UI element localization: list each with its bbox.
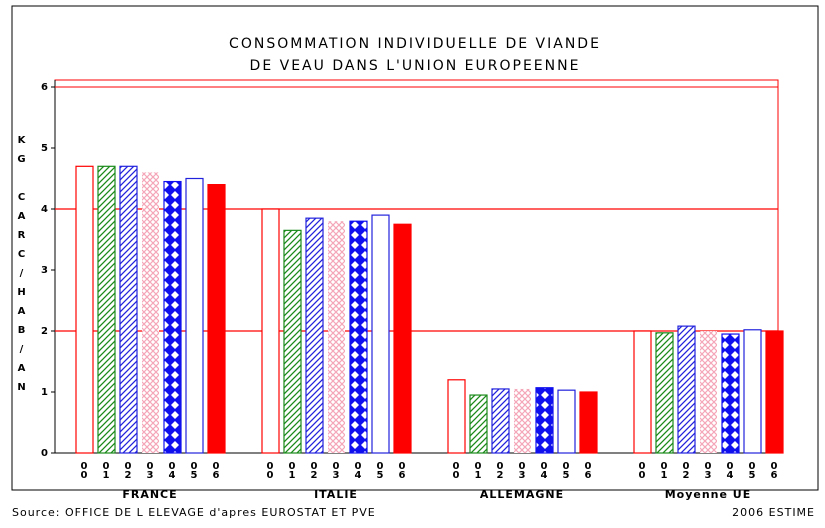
x-tick-label: 01 xyxy=(287,461,298,479)
y-tick-label: 3 xyxy=(41,265,48,276)
x-tick-label: 02 xyxy=(309,461,320,479)
x-tick-label: 02 xyxy=(681,461,692,479)
bar xyxy=(633,330,652,454)
y-axis-label: KG CARC/HAB/AN xyxy=(16,135,27,401)
bar xyxy=(700,331,717,453)
group-label: ITALIE xyxy=(314,488,358,501)
x-tick-label: 04 xyxy=(167,461,178,479)
bar xyxy=(207,184,226,454)
x-tick-label: 05 xyxy=(747,461,758,479)
bar xyxy=(75,165,94,454)
bar xyxy=(261,208,280,454)
y-tick-label: 4 xyxy=(41,204,48,215)
x-tick-label: 03 xyxy=(145,461,156,479)
bar xyxy=(514,388,531,453)
bar xyxy=(283,229,302,454)
y-tick-label: 6 xyxy=(41,82,48,93)
bar xyxy=(469,394,488,454)
bar xyxy=(142,172,159,453)
y-tick-label: 1 xyxy=(41,387,48,398)
group-label: FRANCE xyxy=(122,488,177,501)
y-tick-label: 5 xyxy=(41,143,48,154)
x-tick-label: 00 xyxy=(265,461,276,479)
bar xyxy=(721,333,740,454)
x-tick-label: 01 xyxy=(659,461,670,479)
x-tick-label: 00 xyxy=(451,461,462,479)
bar xyxy=(677,325,696,454)
bar xyxy=(447,379,466,454)
outer-frame xyxy=(11,5,819,491)
bar xyxy=(765,330,784,454)
note: 2006 ESTIME xyxy=(732,506,815,519)
bar xyxy=(305,217,324,454)
x-tick-label: 06 xyxy=(211,461,222,479)
y-tick-label: 0 xyxy=(41,448,48,459)
x-tick-label: 00 xyxy=(637,461,648,479)
bar xyxy=(579,391,598,454)
bar xyxy=(743,329,762,454)
bar xyxy=(557,389,576,454)
x-tick-label: 04 xyxy=(353,461,364,479)
group-label: ALLEMAGNE xyxy=(480,488,564,501)
x-tick-label: 02 xyxy=(123,461,134,479)
group-label: Moyenne UE xyxy=(665,488,752,501)
x-tick-label: 03 xyxy=(517,461,528,479)
y-tick-label: 2 xyxy=(41,326,48,337)
bar xyxy=(119,165,138,454)
chart-title: CONSOMMATION INDIVIDUELLE DE VIANDE xyxy=(229,36,601,52)
chart-title: DE VEAU DANS L'UNION EUROPEENNE xyxy=(250,58,581,74)
source: Source: OFFICE DE L ELEVAGE d'apres EURO… xyxy=(12,506,376,519)
x-tick-label: 06 xyxy=(583,461,594,479)
x-tick-label: 06 xyxy=(397,461,408,479)
bar xyxy=(371,214,390,454)
bar xyxy=(163,180,182,454)
bar xyxy=(185,177,204,454)
x-tick-label: 06 xyxy=(769,461,780,479)
x-tick-label: 05 xyxy=(189,461,200,479)
x-tick-label: 01 xyxy=(473,461,484,479)
bar xyxy=(535,387,554,454)
x-tick-label: 02 xyxy=(495,461,506,479)
x-tick-label: 05 xyxy=(375,461,386,479)
x-tick-label: 00 xyxy=(79,461,90,479)
x-tick-label: 03 xyxy=(331,461,342,479)
x-tick-label: 03 xyxy=(703,461,714,479)
bar xyxy=(655,332,674,454)
bar xyxy=(349,220,368,454)
bar xyxy=(97,165,116,454)
x-tick-label: 01 xyxy=(101,461,112,479)
x-tick-label: 05 xyxy=(561,461,572,479)
x-tick-label: 04 xyxy=(539,461,550,479)
bar xyxy=(393,223,412,454)
bar xyxy=(328,221,345,453)
bar xyxy=(491,388,510,454)
x-tick-label: 04 xyxy=(725,461,736,479)
